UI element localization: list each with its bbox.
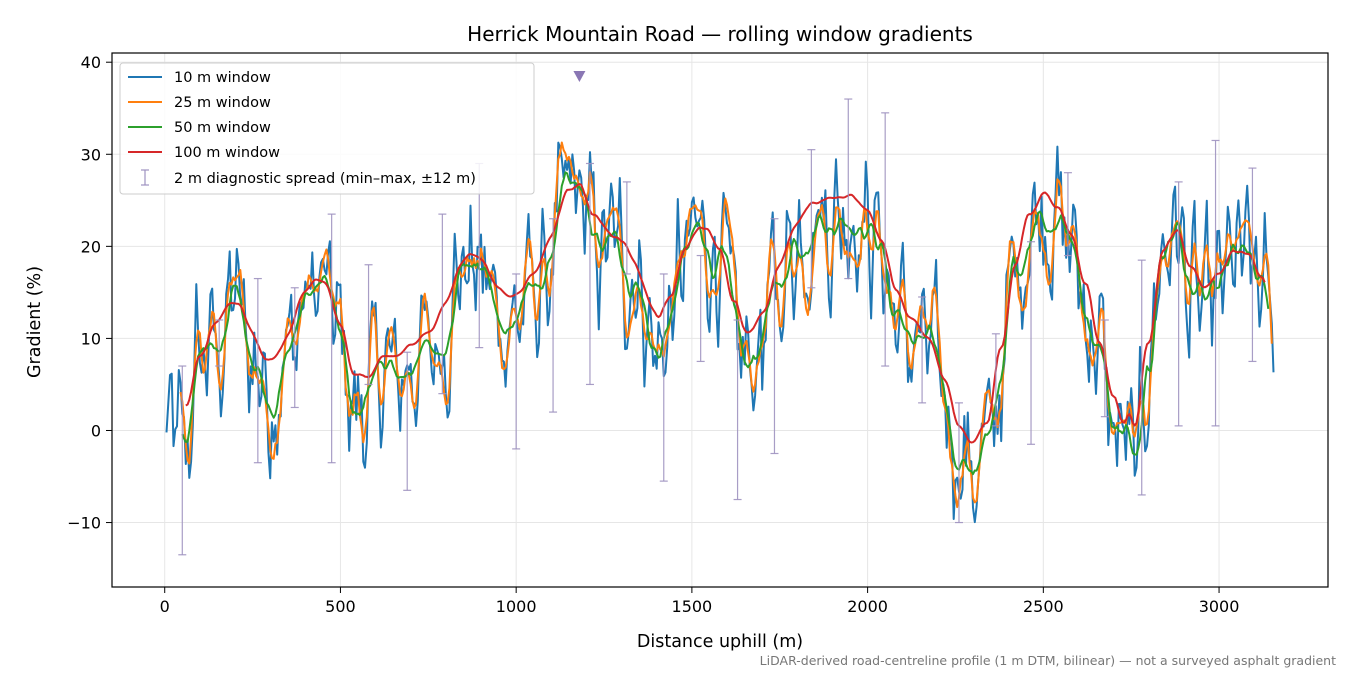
legend-label-errorbar: 2 m diagnostic spread (min–max, ±12 m) (174, 171, 476, 187)
marker-layer (573, 71, 586, 83)
y-axis-label: Gradient (%) (25, 266, 45, 378)
error-bar (253, 277, 262, 464)
y-tick-label: 20 (81, 237, 101, 256)
error-bar (1100, 319, 1109, 418)
x-tick-label: 0 (160, 597, 170, 616)
x-tick-label: 1500 (672, 597, 713, 616)
legend-swatch-errorbar (141, 169, 149, 186)
legend-label-25m: 25 m window (174, 95, 271, 111)
error-bar (290, 287, 299, 409)
x-tick-label: 500 (325, 597, 356, 616)
chart-title: Herrick Mountain Road — rolling window g… (467, 22, 973, 46)
legend-label-10m: 10 m window (174, 70, 271, 86)
error-bar (512, 273, 521, 450)
x-axis-label: Distance uphill (m) (637, 632, 803, 652)
error-bar (918, 296, 927, 404)
error-bar (807, 149, 816, 289)
tick-layer: 0 500 1000 1500 2000 2500 3000 −10 0 10 20 30 40 (67, 53, 1239, 616)
legend-label-50m: 50 m window (174, 120, 271, 136)
legend: 10 m window 25 m window 50 m window 100 … (119, 62, 535, 195)
y-tick-label: 30 (81, 145, 101, 164)
legend-box (119, 62, 535, 195)
legend-label-100m: 100 m window (174, 145, 280, 161)
error-bar (1211, 139, 1220, 427)
series-line-10m (165, 141, 1275, 524)
y-tick-label: 40 (81, 53, 101, 72)
error-bar (991, 333, 1000, 427)
error-bar (1063, 172, 1072, 257)
y-tick-label: 0 (91, 421, 101, 440)
error-bar (696, 254, 705, 363)
series-line-100m (185, 183, 1266, 444)
error-bar (622, 181, 631, 275)
error-bar (1248, 167, 1257, 363)
y-tick-label: 10 (81, 329, 101, 348)
error-bar-layer (178, 98, 1257, 556)
plot-frame (111, 52, 1329, 588)
error-bar (549, 218, 558, 413)
error-bar (327, 213, 336, 464)
error-bar (364, 264, 373, 386)
error-bar (178, 365, 187, 556)
series-line-50m (181, 171, 1270, 476)
peak-marker (573, 71, 586, 83)
error-bar (1174, 181, 1183, 427)
error-bar (770, 218, 779, 455)
error-bar (954, 402, 963, 524)
error-bar (438, 213, 447, 395)
error-bar (215, 319, 224, 367)
footnote: LiDAR-derived road-centreline profile (1… (760, 653, 1336, 668)
error-bar (733, 319, 742, 501)
error-bar (881, 112, 890, 367)
data-layer (165, 141, 1275, 524)
error-bar (585, 162, 594, 386)
x-tick-label: 2500 (1023, 597, 1064, 616)
error-bar (659, 273, 668, 482)
x-tick-label: 1000 (496, 597, 537, 616)
y-tick-label: −10 (67, 514, 101, 533)
x-tick-label: 2000 (847, 597, 888, 616)
series-line-25m (179, 141, 1273, 509)
error-bar (1137, 259, 1146, 496)
error-bar (844, 98, 853, 280)
x-tick-label: 3000 (1199, 597, 1240, 616)
error-bar (1027, 241, 1036, 445)
error-bar (403, 351, 412, 491)
